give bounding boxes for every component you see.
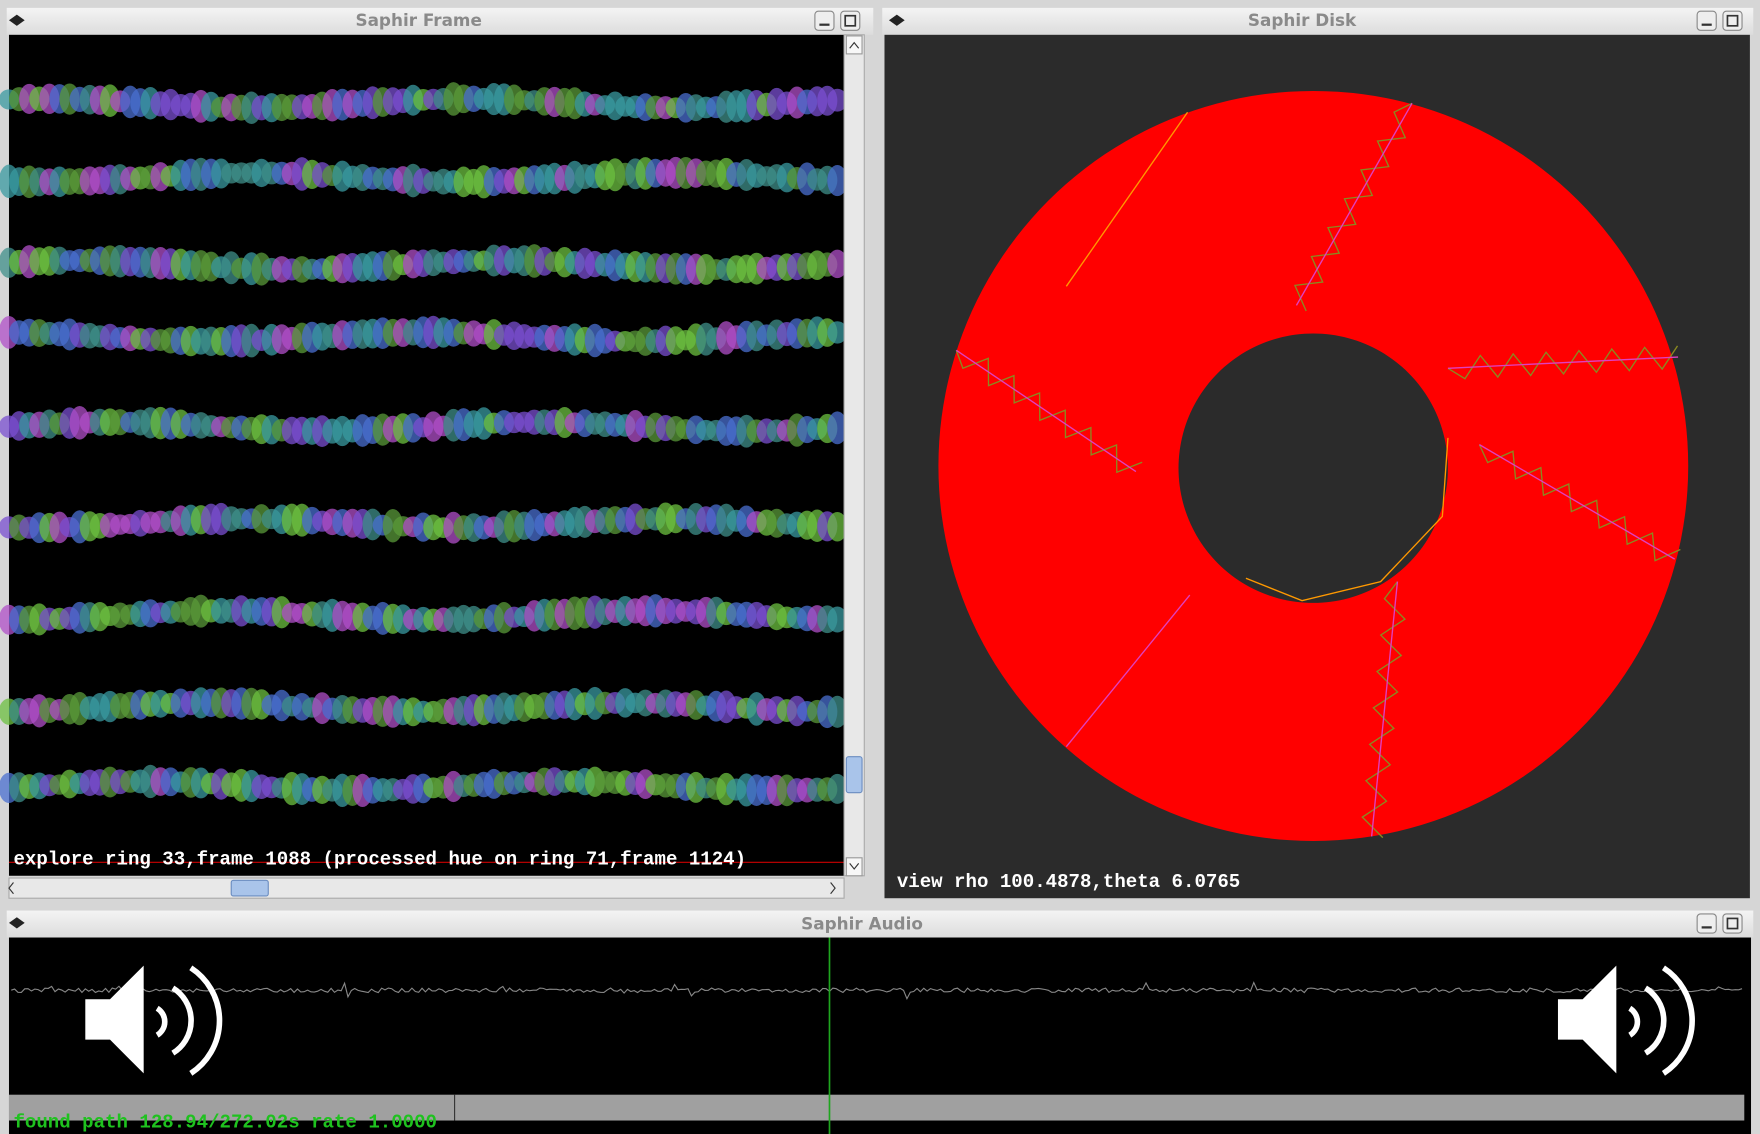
speaker-icon[interactable] (85, 965, 223, 1076)
frame-window: Saphir Frame explore ring 33,frame 1088 … (0, 7, 874, 899)
scroll-thumb[interactable] (845, 756, 863, 794)
window-menu[interactable] (8, 917, 25, 929)
arrow-icon (8, 882, 836, 895)
title-bar (6, 7, 874, 35)
zigzag-track (1293, 102, 1413, 312)
scroll-thumb[interactable] (230, 879, 269, 897)
track-overlay (955, 102, 1681, 839)
speaker-icon[interactable] (1557, 965, 1695, 1076)
minimize-button[interactable] (1696, 10, 1717, 31)
track-line (955, 349, 1137, 473)
waveform (11, 981, 1743, 1001)
zigzag-track (1361, 581, 1406, 839)
horizontal-scrollbar[interactable] (8, 877, 845, 899)
band-blob (827, 411, 848, 445)
audio-window: Saphir Audio found path 128.94/272.02s r… (6, 910, 1754, 1134)
status-text: view rho 100.4878,theta 6.0765 (897, 871, 1240, 893)
window-title: Saphir Frame (355, 10, 481, 30)
frame-image (0, 82, 848, 808)
track-line (1370, 581, 1399, 837)
maximize-button[interactable] (1722, 10, 1743, 31)
title-bar (882, 7, 1754, 35)
inner-trace (1245, 437, 1449, 602)
disk-ring (938, 90, 1689, 841)
vertical-scrollbar[interactable] (843, 34, 865, 877)
maximize-icon (844, 14, 857, 27)
track-line (1065, 594, 1191, 748)
window-title: Saphir Audio (801, 914, 923, 934)
band-blob (827, 321, 848, 344)
window-title: Saphir Disk (1248, 10, 1357, 30)
arrow-icon (849, 41, 860, 49)
zigzag-track (955, 350, 1143, 474)
band-blob (827, 249, 848, 279)
minimize-button[interactable] (814, 10, 835, 31)
track-line (1295, 102, 1413, 306)
scroll-down-button[interactable] (845, 857, 863, 877)
progress-bar[interactable] (8, 1094, 1745, 1121)
maximize-button[interactable] (840, 10, 861, 31)
arrow-icon (849, 863, 860, 870)
status-text: found path 128.94/272.02s rate 1.0000 (13, 1111, 437, 1133)
title-bar (6, 910, 1754, 938)
window-menu[interactable] (888, 14, 905, 26)
disk-window: Saphir Disk view rho 100.4878,theta 6.07… (882, 7, 1754, 899)
minimize-button[interactable] (1696, 913, 1717, 934)
track-line (1065, 111, 1189, 287)
zigzag-track (1478, 444, 1681, 562)
maximize-button[interactable] (1722, 913, 1743, 934)
track-line (1479, 444, 1676, 560)
scroll-up-button[interactable] (845, 35, 863, 55)
zigzag-track (1447, 345, 1679, 380)
band-blob (827, 165, 848, 197)
maximize-icon (1726, 917, 1739, 930)
band-blob (827, 695, 848, 728)
band-blob (827, 88, 848, 112)
track-line (1447, 356, 1679, 369)
maximize-icon (1726, 14, 1739, 27)
band-blob (827, 773, 848, 804)
window-menu[interactable] (8, 14, 25, 26)
status-text: explore ring 33,frame 1088 (processed hu… (13, 849, 746, 871)
band-blob (827, 512, 848, 542)
band-blob (827, 606, 848, 633)
